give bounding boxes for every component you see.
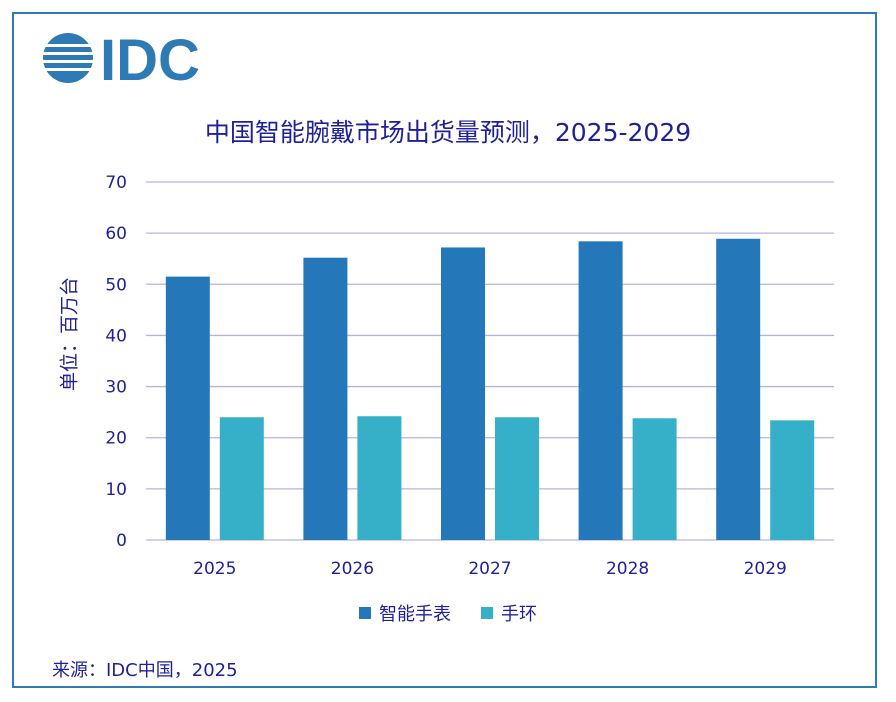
x-tick-label: 2027 — [468, 559, 511, 579]
legend: 智能手表 手环 — [0, 600, 896, 626]
bar — [578, 241, 623, 540]
bar — [770, 420, 815, 540]
x-tick-label: 2028 — [606, 559, 649, 579]
bar — [165, 276, 210, 540]
bar — [632, 418, 677, 540]
y-tick-label: 50 — [105, 275, 127, 295]
x-tick-label: 2025 — [193, 559, 236, 579]
bar — [716, 238, 761, 541]
idc-logo: IDC — [40, 30, 200, 86]
y-tick-label: 60 — [105, 224, 127, 244]
logo-text: IDC — [100, 30, 200, 86]
chart-title: 中国智能腕戴市场出货量预测，2025-2029 — [204, 118, 692, 147]
x-tick-label: 2029 — [744, 559, 787, 579]
bar — [495, 417, 539, 540]
y-tick-label: 30 — [105, 378, 127, 398]
bar — [303, 257, 348, 540]
bar — [219, 417, 264, 540]
legend-swatch — [359, 607, 371, 619]
bar — [357, 416, 402, 540]
legend-label: 手环 — [501, 604, 537, 625]
legend-swatch — [481, 607, 493, 619]
legend-label: 智能手表 — [379, 604, 451, 625]
globe-icon — [40, 33, 96, 83]
x-tick-label: 2026 — [331, 559, 374, 579]
y-tick-label: 40 — [105, 326, 127, 346]
bar — [441, 247, 485, 540]
legend-item-band: 手环 — [481, 600, 537, 626]
legend-item-smartwatch: 智能手表 — [359, 600, 451, 626]
source-note: 来源：IDC中国，2025 — [52, 660, 238, 681]
y-tick-label: 10 — [105, 480, 127, 500]
y-tick-label: 20 — [105, 429, 127, 449]
y-tick-label: 0 — [116, 531, 127, 551]
bar-chart: 0 10 20 30 40 50 60 70 2025 2026 2027 2028 2029 — [105, 173, 834, 579]
y-tick-label: 70 — [105, 173, 127, 193]
